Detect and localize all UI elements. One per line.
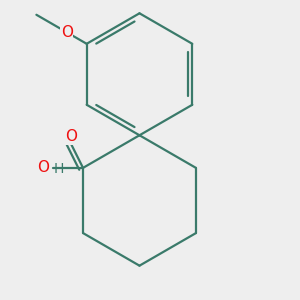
Text: O: O [61,25,73,40]
Text: O: O [38,160,50,175]
Text: H: H [54,162,64,176]
Text: O: O [65,129,77,144]
